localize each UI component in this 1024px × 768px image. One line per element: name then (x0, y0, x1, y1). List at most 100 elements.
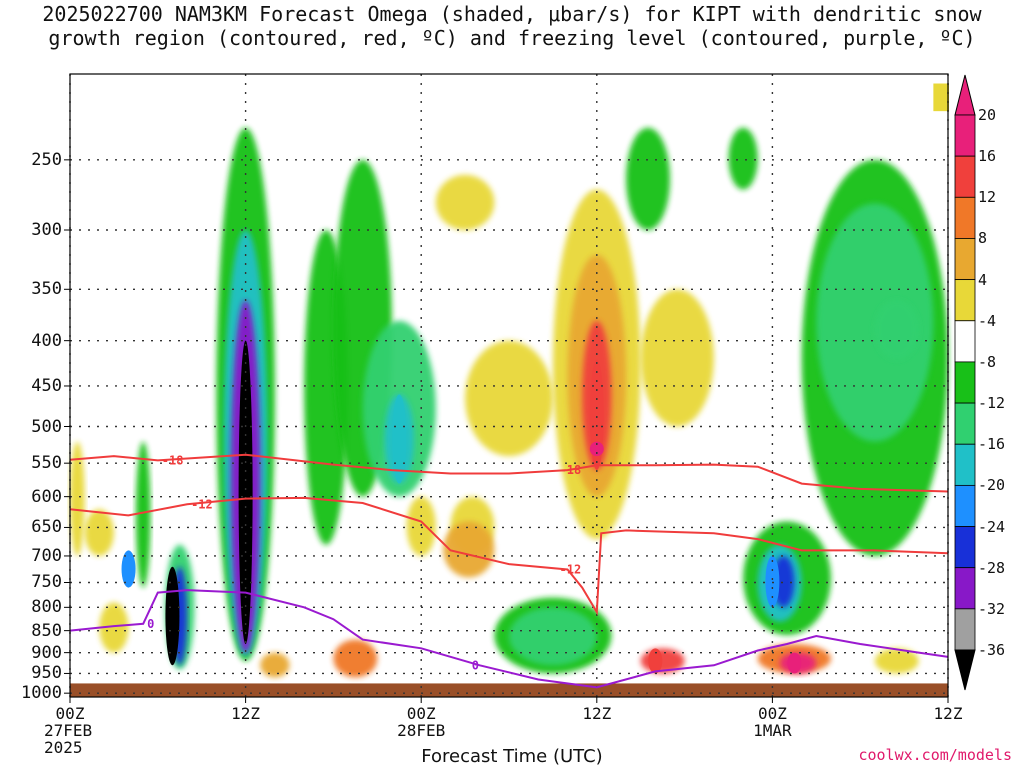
colorbar-label: -16 (978, 435, 1006, 454)
omega-cell (640, 289, 714, 427)
y-tick-label: 450 (31, 375, 62, 396)
colorbar-swatch (954, 155, 976, 198)
omega-peak (648, 648, 663, 674)
contour-label: -12 (560, 562, 582, 576)
colorbar-label: -24 (978, 517, 1006, 536)
y-tick-label: 900 (31, 642, 62, 663)
y-tick-label: 300 (31, 219, 62, 240)
y-tick-label: 400 (31, 330, 62, 351)
x-tick-date-label: 1MAR (753, 721, 792, 740)
contour-line (69, 589, 949, 689)
omega-cell (626, 127, 670, 230)
x-tick-date-label: 27FEB (44, 721, 93, 740)
omega-cell (84, 509, 114, 556)
contour-label: -18 (162, 453, 184, 467)
colorbar-label: -20 (978, 476, 1006, 495)
omega-peak (589, 441, 604, 457)
omega-cell (260, 652, 290, 678)
chart-title-line-2: growth region (contoured, red, ºC) and f… (48, 26, 976, 50)
y-tick-label: 500 (31, 416, 62, 437)
colorbar-label: -12 (978, 394, 1006, 413)
contour-lines: -18 -18 -12 -12 0 0 (69, 453, 949, 689)
colorbar-swatch (954, 114, 976, 157)
y-tick-label: 950 (31, 663, 62, 684)
contour-label: -18 (560, 463, 582, 477)
y-tick-label: 800 (31, 597, 62, 618)
colorbar-swatch (954, 238, 976, 281)
x-tick-date-label: 28FEB (397, 721, 446, 740)
omega-cell (333, 639, 378, 678)
x-tick-label: 00Z (757, 704, 787, 723)
omega-cell (933, 83, 949, 112)
omega-cell (406, 496, 436, 556)
colorbar-label: 16 (978, 147, 997, 166)
colorbar-label: -32 (978, 599, 1006, 618)
colorbar-swatch (954, 608, 976, 651)
chart-title-line-1: 2025022700 NAM3KM Forecast Omega (shaded… (42, 2, 982, 26)
omega-cell (99, 602, 129, 653)
colorbar-label: 8 (978, 229, 988, 248)
omega-cell (435, 174, 495, 230)
x-tick-label: 00Z (55, 704, 85, 723)
contour-label: -12 (191, 497, 213, 511)
colorbar-swatch (954, 484, 976, 527)
colorbar-label: -8 (978, 352, 997, 371)
x-tick-date-label: 2025 (44, 738, 83, 757)
source-credit: coolwx.com/models (858, 746, 1012, 764)
omega-cell (509, 607, 597, 666)
y-tick-label: 850 (31, 620, 62, 641)
colorbar-label: -36 (978, 641, 1006, 659)
omega-peak (165, 566, 180, 666)
x-tick-label: 00Z (406, 704, 436, 723)
colorbar-swatch (954, 320, 976, 363)
colorbar-label: 20 (978, 106, 997, 124)
y-tick-label: 650 (31, 517, 62, 538)
colorbar-label: 4 (978, 270, 988, 289)
contour-label: 0 (147, 617, 154, 631)
y-tick-label: 600 (31, 486, 62, 507)
colorbar-swatch (954, 402, 976, 445)
colorbar-swatch (954, 196, 976, 239)
colorbar-top-arrow (954, 74, 976, 116)
omega-shaded-field (70, 83, 949, 697)
colorbar-swatch (954, 443, 976, 486)
y-tick-label: 1000 (21, 683, 62, 704)
contour-line (69, 496, 949, 616)
colorbar (954, 74, 976, 691)
omega-cell (465, 340, 553, 457)
contour-label: 0 (472, 658, 479, 672)
colorbar-label: 12 (978, 188, 997, 207)
colorbar-label: -4 (978, 311, 997, 330)
omega-peak (238, 340, 253, 644)
y-tick-label: 250 (31, 149, 62, 170)
omega-peak (121, 550, 136, 588)
y-tick-label: 750 (31, 572, 62, 593)
y-tick-label: 550 (31, 453, 62, 474)
omega-cell (135, 441, 151, 588)
y-tick-label: 350 (31, 279, 62, 300)
omega-cell (816, 203, 934, 442)
x-axis-title: Forecast Time (UTC) (421, 746, 603, 767)
colorbar-swatch (954, 279, 976, 322)
colorbar-bottom-arrow (954, 649, 976, 691)
omega-peak (787, 652, 802, 674)
omega-peak (589, 359, 604, 471)
x-tick-label: 12Z (231, 704, 261, 723)
plot-frame (64, 73, 949, 703)
terrain-band (70, 683, 948, 697)
colorbar-label: -28 (978, 558, 1006, 577)
omega-peak (392, 394, 407, 484)
colorbar-swatch (954, 567, 976, 610)
omega-peak (765, 555, 780, 608)
colorbar-swatch (954, 361, 976, 404)
omega-cell (443, 521, 495, 578)
omega-cell (874, 300, 919, 360)
y-tick-label: 700 (31, 545, 62, 566)
x-tick-label: 12Z (582, 704, 612, 723)
colorbar-swatch (954, 526, 976, 569)
omega-cell (728, 127, 758, 190)
x-tick-label: 12Z (933, 704, 963, 723)
omega-cell (874, 648, 919, 674)
contour-line (69, 453, 949, 493)
